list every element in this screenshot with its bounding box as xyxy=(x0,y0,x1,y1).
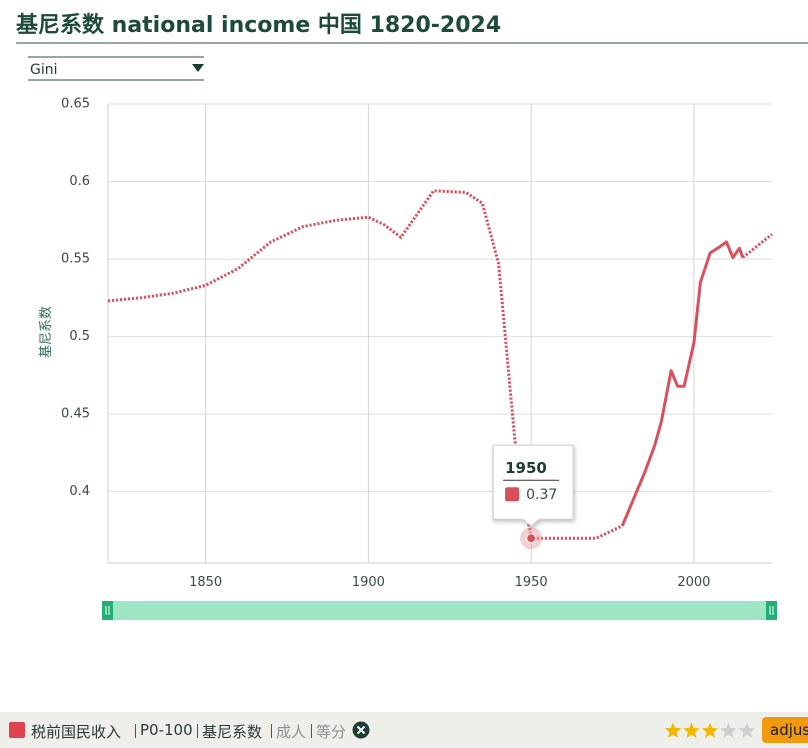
series-line xyxy=(107,189,773,540)
tooltip-swatch xyxy=(505,487,520,502)
x-tick-label: 1850 xyxy=(189,575,222,590)
legend-part: 成人 xyxy=(276,723,307,741)
rating-star xyxy=(738,722,756,738)
tooltip-value: 0.37 xyxy=(526,487,557,503)
legend-part: 税前国民收入 xyxy=(31,723,122,741)
rating xyxy=(664,722,756,738)
chart-title: 基尼系数 national income 中国 1820-2024 xyxy=(16,12,501,38)
y-tick-label: 0.45 xyxy=(61,407,90,422)
tooltip: 1950 0.37 xyxy=(492,444,574,527)
remove-cross xyxy=(356,725,366,735)
hover-point xyxy=(526,533,537,544)
adjust-button[interactable]: adjus xyxy=(762,717,808,743)
y-axis-label: 基尼系数 xyxy=(39,306,54,358)
dropdown[interactable]: Gini xyxy=(28,56,204,81)
x-tick-label: 2000 xyxy=(677,575,710,590)
legend-part: 基尼系数 xyxy=(202,723,263,741)
remove-button[interactable] xyxy=(352,721,370,739)
rating-star xyxy=(683,722,700,738)
separator xyxy=(311,724,312,738)
rating-star xyxy=(720,722,737,738)
tooltip-box xyxy=(492,444,574,527)
chart: 基尼系数 national income 中国 1820-2024 Gini 基… xyxy=(16,12,808,620)
y-tick-label: 0.5 xyxy=(69,329,90,344)
dropdown-value[interactable]: Gini xyxy=(30,62,58,78)
x-tick-label: 1900 xyxy=(352,575,385,590)
y-tick-label: 0.4 xyxy=(69,484,90,499)
slider[interactable] xyxy=(102,601,777,620)
series-line xyxy=(620,240,745,527)
x-tick-label: 1950 xyxy=(515,575,548,590)
y-tick-label: 0.6 xyxy=(69,174,90,189)
y-tick-label: 0.55 xyxy=(61,252,90,267)
separator xyxy=(271,724,272,738)
legend-part: 等分 xyxy=(316,723,347,741)
slider-handle-left[interactable] xyxy=(102,601,113,620)
separator xyxy=(135,724,136,738)
y-tick-label: 0.65 xyxy=(61,97,90,112)
legend-bar: 税前国民收入 P0-100 基尼系数 成人 等分 adjus xyxy=(0,712,808,748)
legend-part: P0-100 xyxy=(140,721,193,739)
slider-track[interactable] xyxy=(102,601,777,620)
dropdown-arrow[interactable] xyxy=(192,64,204,72)
rating-star xyxy=(701,722,719,738)
slider-handle-right[interactable] xyxy=(766,601,777,620)
separator xyxy=(197,724,198,738)
rating-star xyxy=(664,722,682,738)
tooltip-year: 1950 xyxy=(505,459,547,477)
legend-swatch xyxy=(9,722,25,738)
